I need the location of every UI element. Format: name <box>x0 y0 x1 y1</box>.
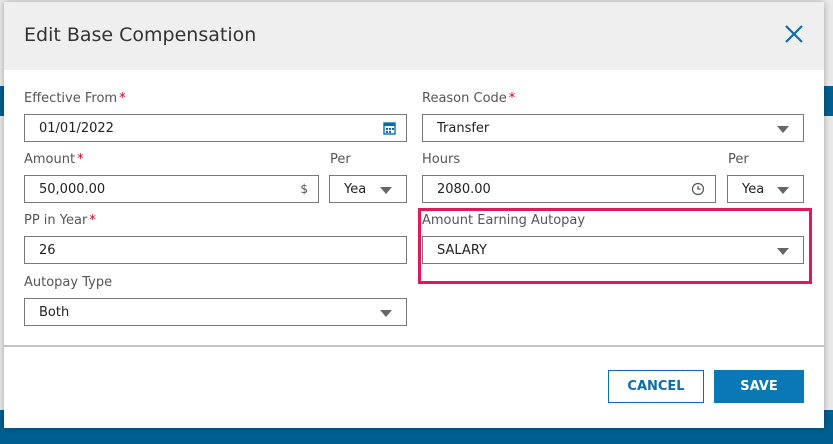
reason-code-select[interactable]: Transfer <box>422 114 804 142</box>
amount-per-label: Per <box>330 152 351 167</box>
autopay-type-label: Autopay Type <box>24 275 113 290</box>
autopay-type-select[interactable]: Both <box>24 298 407 326</box>
effective-from-label: Effective From * <box>24 91 126 106</box>
chevron-down-icon <box>380 310 392 317</box>
amount-input[interactable]: 50,000.00 $ <box>24 175 319 203</box>
highlight-box <box>418 208 812 284</box>
dialog-title: Edit Base Compensation <box>24 24 257 46</box>
reason-code-label: Reason Code * <box>422 91 516 106</box>
clock-icon <box>691 182 705 196</box>
amount-earning-autopay-label: Amount Earning Autopay <box>422 213 586 228</box>
amount-label: Amount * <box>24 152 84 167</box>
dialog-header: Edit Base Compensation <box>4 2 824 70</box>
close-icon[interactable] <box>782 22 806 46</box>
chevron-down-icon <box>777 248 789 255</box>
amount-per-select[interactable]: Yea <box>329 175 407 203</box>
hours-per-select[interactable]: Yea <box>727 175 804 203</box>
divider <box>4 345 824 347</box>
effective-from-input[interactable]: 01/01/2022 <box>24 114 407 142</box>
edit-base-compensation-dialog: Edit Base Compensation Effective From * 0… <box>4 2 824 428</box>
pp-in-year-input[interactable]: 26 <box>24 236 407 264</box>
save-button[interactable]: SAVE <box>714 370 804 403</box>
hours-per-label: Per <box>728 152 749 167</box>
chevron-down-icon <box>777 187 789 194</box>
amount-earning-autopay-select[interactable]: SALARY <box>422 236 804 264</box>
hours-input[interactable]: 2080.00 <box>422 175 716 203</box>
chevron-down-icon <box>777 126 789 133</box>
calendar-icon[interactable] <box>383 121 396 135</box>
pp-in-year-label: PP in Year * <box>24 213 96 228</box>
chevron-down-icon <box>380 187 392 194</box>
dollar-icon: $ <box>300 182 308 196</box>
cancel-button[interactable]: CANCEL <box>608 370 704 403</box>
hours-label: Hours <box>422 152 461 167</box>
